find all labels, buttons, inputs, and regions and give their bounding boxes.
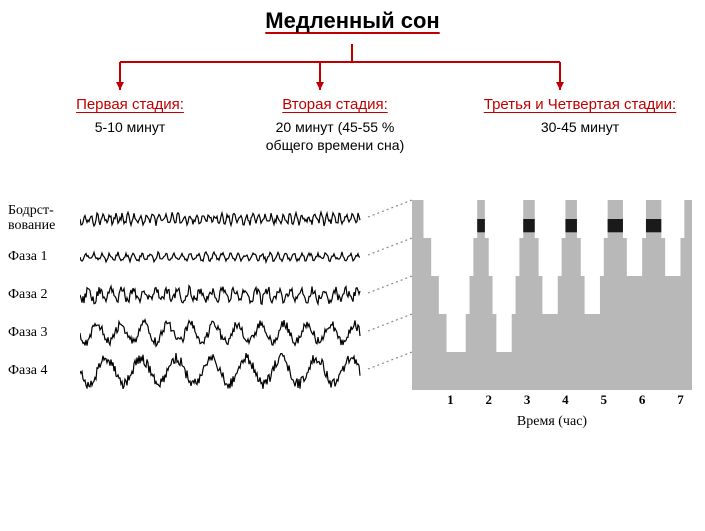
eeg-block: Бодрст-вование Фаза 1 Фаза 2 Фаза 3 Фаза 4 bbox=[0, 200, 400, 390]
eeg-wave bbox=[80, 315, 400, 351]
eeg-wave bbox=[80, 353, 400, 389]
eeg-row-2: Фаза 2 bbox=[0, 276, 400, 314]
hypno-tick: 7 bbox=[677, 392, 684, 408]
hypnogram: 1 2 3 4 5 6 7 Время (час) bbox=[412, 200, 692, 430]
page-title: Медленный сон bbox=[0, 8, 705, 34]
hypno-tick: 1 bbox=[447, 392, 454, 408]
eeg-label: Фаза 2 bbox=[0, 288, 80, 303]
stage-2: Вторая стадия: 20 минут (45-55 % общего в… bbox=[250, 96, 420, 154]
hypno-tick: 3 bbox=[524, 392, 531, 408]
eeg-wave bbox=[80, 239, 400, 275]
eeg-label: Бодрст-вование bbox=[0, 204, 80, 233]
stage-desc: 5-10 минут bbox=[60, 119, 200, 137]
eeg-label: Фаза 3 bbox=[0, 326, 80, 341]
stage-desc: 30-45 минут bbox=[480, 119, 680, 137]
eeg-label: Фаза 4 bbox=[0, 364, 80, 379]
hypnogram-ticks: 1 2 3 4 5 6 7 bbox=[412, 392, 692, 410]
stage-title: Первая стадия: bbox=[60, 96, 200, 113]
eeg-row-3: Фаза 3 bbox=[0, 314, 400, 352]
eeg-row-0: Бодрст-вование bbox=[0, 200, 400, 238]
hierarchy-tree bbox=[0, 44, 705, 94]
stage-title: Вторая стадия: bbox=[250, 96, 420, 113]
stage-3: Третья и Четвертая стадии: 30-45 минут bbox=[480, 96, 680, 137]
hypnogram-xlabel: Время (час) bbox=[412, 414, 692, 430]
hypno-tick: 6 bbox=[639, 392, 646, 408]
stage-desc: 20 минут (45-55 % общего времени сна) bbox=[250, 119, 420, 154]
hypno-tick: 5 bbox=[601, 392, 608, 408]
eeg-label: Фаза 1 bbox=[0, 250, 80, 265]
hypnogram-bg bbox=[412, 200, 692, 390]
hypno-tick: 4 bbox=[562, 392, 569, 408]
eeg-wave bbox=[80, 201, 400, 237]
eeg-wave bbox=[80, 277, 400, 313]
eeg-row-1: Фаза 1 bbox=[0, 238, 400, 276]
stage-1: Первая стадия: 5-10 минут bbox=[60, 96, 200, 137]
hypno-tick: 2 bbox=[485, 392, 492, 408]
eeg-row-4: Фаза 4 bbox=[0, 352, 400, 390]
stage-title: Третья и Четвертая стадии: bbox=[480, 96, 680, 113]
